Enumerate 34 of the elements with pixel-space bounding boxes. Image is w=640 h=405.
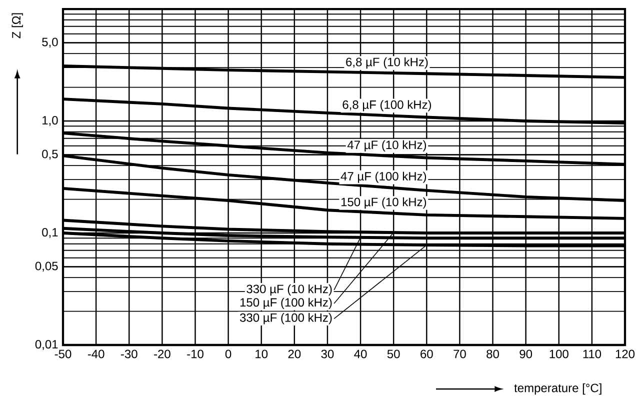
x-tick-label: 30 — [321, 350, 334, 358]
x-tick-label: 10 — [256, 350, 268, 358]
x-tick-label: 110 — [583, 350, 602, 358]
series-label: 150 µF (10 kHz) — [341, 197, 426, 209]
series-label: 47 µF (100 kHz) — [340, 172, 426, 183]
x-tick-label: 100 — [550, 350, 568, 358]
x-tick-label: 50 — [387, 350, 400, 358]
x-tick-label: 70 — [454, 350, 466, 358]
x-tick-label: -10 — [187, 350, 204, 358]
x-tick-label: -20 — [154, 350, 170, 358]
x-tick-label: 20 — [288, 350, 301, 358]
text: 150 µF (100 kHz) — [240, 298, 332, 310]
x-tick-label: 80 — [486, 350, 499, 358]
y-tick-label: 0,01 — [35, 340, 58, 350]
y-tick-label: 1,0 — [42, 116, 58, 126]
x-tick-label: 0 — [225, 350, 232, 358]
x-axis-title: temperature [°C] — [514, 383, 602, 395]
x-tick-label: 60 — [420, 350, 433, 358]
x-tick-label: -30 — [120, 350, 138, 358]
text: 330 µF (10 kHz) — [246, 284, 332, 296]
x-tick-label: 90 — [520, 350, 532, 358]
y-axis-title: Z [Ω] — [12, 13, 23, 38]
text: 330 µF (100 kHz) — [240, 313, 332, 324]
x-tick-label: -40 — [88, 350, 104, 358]
x-tick-label: 40 — [354, 350, 367, 358]
y-tick-label: 0,05 — [35, 262, 58, 272]
y-tick-label: 0,1 — [42, 228, 58, 238]
x-tick-label: -50 — [54, 350, 72, 358]
series-label: 6,8 µF (10 kHz) — [346, 57, 428, 69]
y-tick-label: 5,0 — [42, 38, 58, 48]
y-tick-label: 0,5 — [42, 150, 58, 160]
series-label: 47 µF (10 kHz) — [347, 140, 426, 152]
series-label: 6,8 µF (100 kHz) — [342, 100, 432, 112]
x-tick-label: 120 — [616, 350, 635, 358]
